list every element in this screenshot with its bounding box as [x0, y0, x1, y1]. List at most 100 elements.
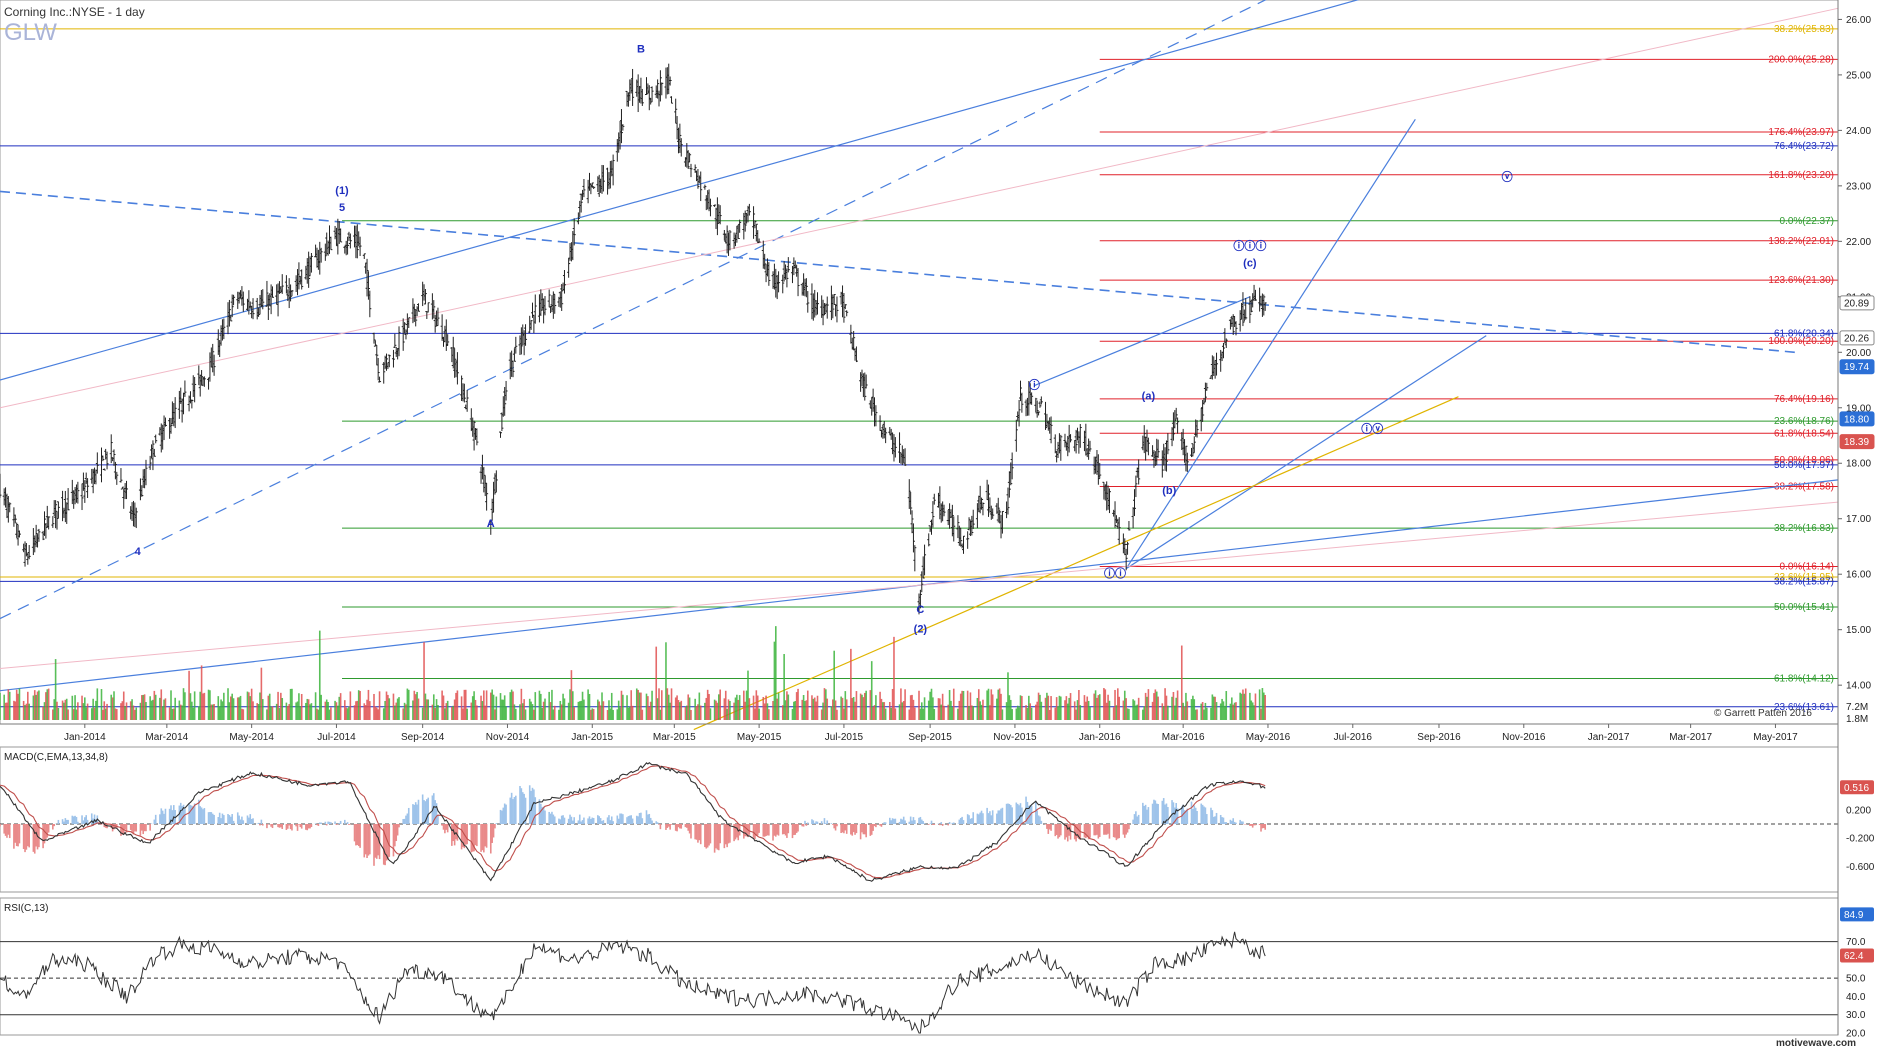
volume-bar — [1047, 695, 1050, 720]
volume-bar — [154, 694, 157, 720]
macd-histogram-bar — [883, 822, 886, 824]
volume-bar — [870, 661, 873, 720]
volume-bar — [679, 702, 681, 720]
rsi-panel[interactable] — [0, 897, 1839, 1036]
volume-bar — [298, 693, 300, 720]
volume-bar — [314, 692, 317, 720]
volume-bar — [1183, 706, 1186, 720]
volume-bar — [1193, 699, 1196, 720]
macd-histogram-bar — [77, 821, 79, 824]
volume-bar — [427, 699, 430, 720]
macd-histogram-bar — [590, 819, 592, 824]
volume-bar — [382, 708, 385, 720]
x-tick-label: May-2017 — [1753, 732, 1798, 743]
macd-histogram-bar — [580, 821, 582, 824]
volume-bar — [893, 636, 895, 720]
macd-histogram-bar — [1007, 803, 1009, 824]
macd-histogram-bar — [591, 817, 594, 824]
macd-histogram-bar — [455, 824, 457, 840]
macd-histogram-bar — [669, 824, 671, 830]
macd-histogram-bar — [463, 824, 466, 849]
volume-bar — [462, 708, 464, 720]
macd-histogram-bar — [558, 818, 560, 824]
macd-panel[interactable] — [0, 746, 1839, 893]
price-panel[interactable]: 38.2%(25.83) 200.0%(25.28) 176.4%(23.97) 76… — [0, 0, 1839, 731]
macd-histogram-bar — [729, 824, 731, 843]
volume-bar — [1122, 700, 1125, 720]
macd-histogram-bar — [1261, 824, 1264, 829]
macd-histogram-bar — [75, 816, 78, 824]
macd-histogram-bar — [485, 824, 488, 848]
macd-histogram-bar — [271, 824, 274, 829]
macd-histogram-bar — [1097, 824, 1100, 839]
volume-bar — [435, 699, 438, 720]
volume-bar — [986, 690, 988, 720]
volume-bar — [1172, 691, 1175, 720]
macd-histogram-bar — [266, 824, 268, 829]
price-axis[interactable]: 14.0015.0016.0017.0018.0019.0020.0021.00… — [1838, 15, 1875, 1040]
volume-bar — [236, 697, 239, 720]
upper-channel-line — [0, 0, 1360, 381]
macd-histogram-bar — [528, 785, 531, 824]
volume-bar — [348, 706, 350, 720]
volume-bar — [260, 667, 263, 720]
macd-histogram-bar — [499, 809, 502, 824]
macd-histogram-bar — [635, 815, 638, 824]
volume-bar — [27, 691, 29, 720]
volume-bar — [695, 706, 698, 720]
volume-bar — [891, 688, 894, 720]
macd-histogram-bar — [844, 824, 847, 831]
wave-label: ⓘ — [1029, 377, 1040, 391]
volume-bar — [135, 707, 138, 720]
macd-histogram-bar — [1005, 803, 1008, 824]
macd-histogram-bar — [542, 806, 545, 824]
macd-histogram-bar — [941, 824, 944, 826]
volume-bar — [134, 709, 136, 720]
volume-bar — [1262, 692, 1265, 720]
fib-level-label: 38.2%(16.83) — [1774, 523, 1834, 534]
macd-histogram-bar — [802, 824, 805, 827]
macd-histogram-bar — [377, 824, 379, 856]
volume-bar — [113, 691, 115, 720]
volume-bar — [1105, 702, 1108, 720]
volume-bar — [122, 691, 125, 720]
macd-histogram-bar — [142, 824, 145, 835]
macd-histogram-bar — [1235, 822, 1237, 824]
macd-histogram-bar — [1250, 824, 1253, 826]
macd-histogram-bar — [1086, 824, 1089, 838]
macd-histogram-bar — [777, 824, 780, 836]
macd-histogram-bar — [599, 818, 602, 824]
volume-bar — [77, 702, 79, 720]
macd-histogram-bar — [1164, 804, 1166, 824]
fib-level-label: 0.0%(16.14) — [1780, 561, 1834, 572]
volume-bar — [17, 693, 19, 720]
macd-histogram-bar — [706, 824, 709, 848]
volume-bar — [28, 703, 30, 720]
volume-bar — [231, 693, 233, 720]
volume-bar — [139, 702, 142, 720]
macd-histogram-bar — [261, 824, 264, 826]
volume-bar — [1107, 694, 1109, 720]
volume-bar — [1175, 697, 1178, 720]
volume-bar — [384, 700, 386, 720]
volume-bar — [528, 698, 531, 720]
volume-bar — [38, 690, 40, 720]
volume-bar — [171, 708, 174, 720]
volume-bar — [82, 703, 85, 720]
macd-histogram-bar — [723, 824, 726, 849]
macd-histogram-bar — [794, 824, 797, 835]
macd-histogram-bar — [1060, 824, 1062, 836]
macd-histogram-bar — [414, 802, 417, 824]
volume-bar — [1157, 696, 1159, 720]
volume-bar — [168, 707, 171, 720]
pink-trend-line — [0, 7, 1839, 409]
rsi-badge — [1840, 907, 1874, 922]
macd-histogram-bar — [189, 804, 192, 824]
volume-bar — [977, 689, 980, 720]
volume-bar — [951, 707, 954, 720]
volume-bar — [515, 708, 517, 720]
volume-bar — [1034, 704, 1037, 720]
macd-histogram-bar — [538, 799, 541, 824]
macd-histogram-bar — [717, 824, 720, 851]
volume-bar — [1046, 692, 1048, 720]
